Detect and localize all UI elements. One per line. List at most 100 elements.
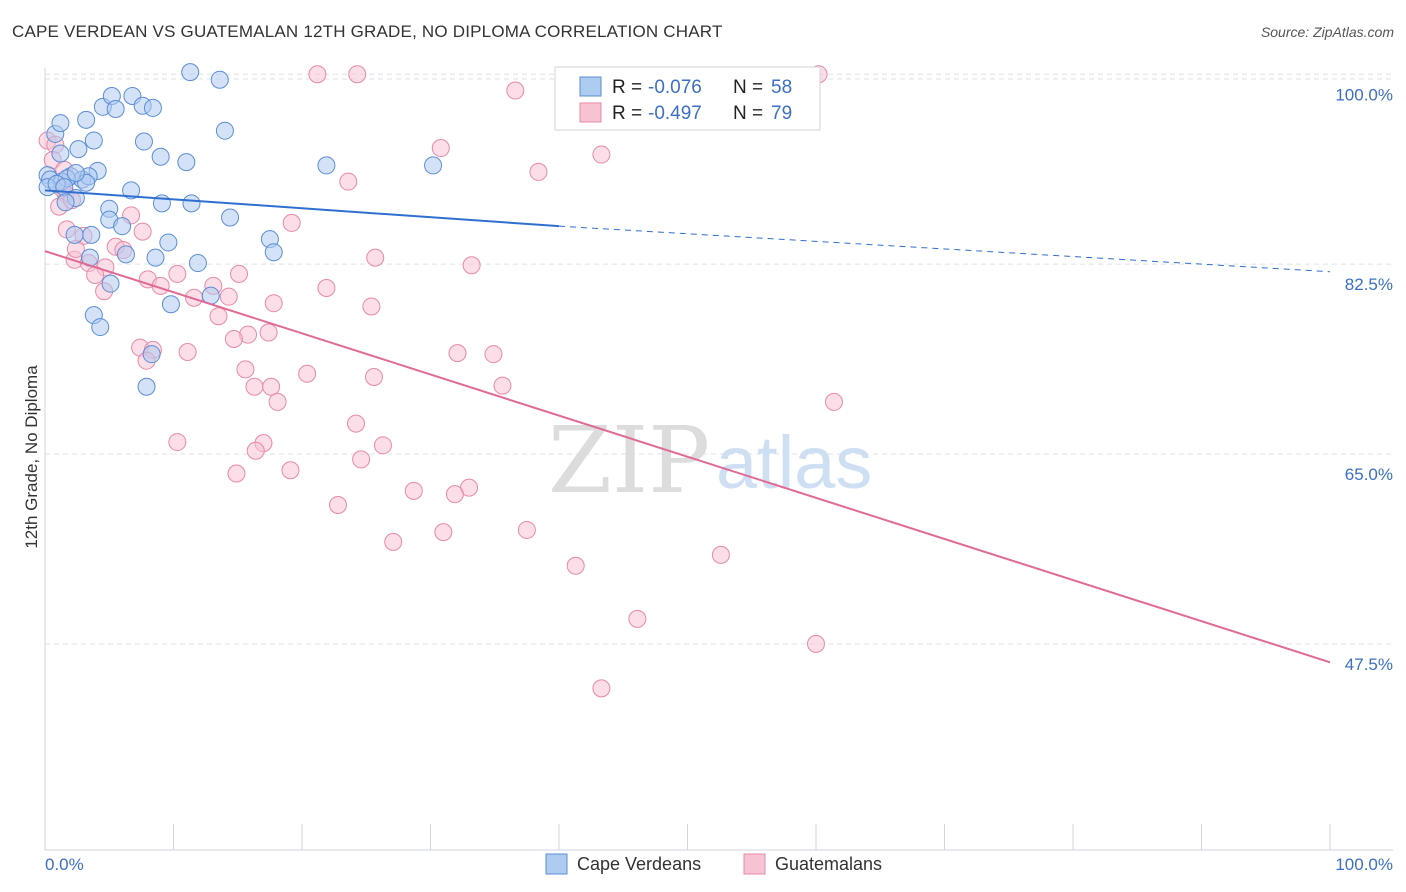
data-point-guatemalans [264, 294, 283, 313]
legend-swatch-pink [579, 102, 602, 123]
data-point-cape-verdeans [161, 295, 180, 314]
data-point-guatemalans [328, 495, 347, 514]
series-guatemalans [38, 65, 843, 698]
data-point-guatemalans [236, 360, 255, 379]
series-cape-verdeans [38, 63, 443, 396]
trend-lines [44, 189, 1331, 664]
data-point-guatemalans [448, 344, 467, 363]
data-point-guatemalans [373, 436, 392, 455]
data-point-guatemalans [168, 433, 187, 452]
trend-line-cape-verdeans [44, 189, 560, 228]
data-point-cape-verdeans [69, 140, 88, 159]
data-point-cape-verdeans [188, 254, 207, 273]
bottom-legend-swatch-pink [743, 853, 766, 875]
data-point-cape-verdeans [143, 98, 162, 117]
data-point-guatemalans [348, 65, 367, 84]
bottom-legend-swatch-blue [545, 853, 568, 875]
data-point-cape-verdeans [264, 243, 283, 262]
bottom-legend-guatemalans: Guatemalans [775, 854, 882, 874]
data-point-cape-verdeans [151, 147, 170, 166]
data-point-guatemalans [268, 392, 287, 411]
legend-swatch-blue [579, 76, 602, 97]
data-point-guatemalans [259, 323, 278, 342]
legend-r-label: R = [612, 103, 642, 124]
data-point-guatemalans [245, 377, 264, 396]
data-point-cape-verdeans [116, 245, 135, 264]
data-point-cape-verdeans [51, 114, 70, 133]
bottom-legend-cape-verdeans: Cape Verdeans [577, 854, 701, 874]
y-tick-label: 65.0% [1345, 465, 1393, 484]
data-point-guatemalans [434, 523, 453, 542]
data-point-guatemalans [281, 461, 300, 480]
data-point-cape-verdeans [106, 99, 125, 118]
data-point-cape-verdeans [84, 131, 103, 150]
data-point-cape-verdeans [210, 70, 229, 89]
data-point-cape-verdeans [181, 63, 200, 82]
data-point-cape-verdeans [113, 217, 132, 236]
data-point-cape-verdeans [182, 194, 201, 213]
data-point-guatemalans [592, 679, 611, 698]
data-point-guatemalans [362, 297, 381, 316]
data-point-guatemalans [209, 307, 228, 326]
source-label: Source: ZipAtlas.com [1260, 24, 1394, 40]
data-point-cape-verdeans [159, 233, 178, 252]
data-point-guatemalans [462, 256, 481, 275]
data-point-cape-verdeans [66, 164, 85, 183]
legend-r-value: -0.497 [648, 103, 702, 124]
data-point-cape-verdeans [91, 318, 110, 337]
data-point-guatemalans [445, 485, 464, 504]
data-point-guatemalans [517, 520, 536, 539]
data-point-guatemalans [219, 287, 238, 306]
y-tick-label: 47.5% [1345, 655, 1393, 674]
legend-n-value: 79 [771, 103, 792, 124]
data-point-cape-verdeans [51, 144, 70, 163]
data-point-guatemalans [493, 376, 512, 395]
data-point-guatemalans [366, 248, 385, 267]
data-point-guatemalans [346, 414, 365, 433]
x-tick-label: 0.0% [45, 855, 84, 874]
legend-n-label: N = [733, 103, 763, 124]
data-point-guatemalans [592, 145, 611, 164]
y-tick-label: 82.5% [1345, 275, 1393, 294]
axes [44, 68, 1393, 851]
data-point-cape-verdeans [101, 274, 120, 293]
trend-line-cape-verdeans-extension [558, 225, 1331, 273]
data-point-guatemalans [484, 345, 503, 364]
data-point-guatemalans [566, 556, 585, 575]
data-point-guatemalans [133, 222, 152, 241]
data-point-guatemalans [230, 264, 249, 283]
data-point-cape-verdeans [134, 132, 153, 151]
chart-title: CAPE VERDEAN VS GUATEMALAN 12TH GRADE, N… [12, 22, 723, 41]
legend-n-value: 58 [771, 77, 792, 98]
data-point-guatemalans [339, 172, 358, 191]
data-point-cape-verdeans [56, 193, 75, 212]
data-point-guatemalans [227, 464, 246, 483]
y-axis-label: 12th Grade, No Diploma [22, 365, 41, 549]
data-point-guatemalans [282, 213, 301, 232]
data-point-guatemalans [807, 634, 825, 653]
data-point-cape-verdeans [77, 110, 96, 129]
y-tick-label: 100.0% [1335, 85, 1393, 104]
trend-line-guatemalans [44, 250, 1331, 664]
legend-r-label: R = [612, 77, 642, 98]
data-point-guatemalans [262, 377, 281, 396]
data-point-cape-verdeans [137, 377, 156, 396]
data-point-guatemalans [506, 81, 525, 100]
legend-r-value: -0.076 [648, 77, 702, 98]
data-point-guatemalans [224, 329, 243, 348]
data-point-guatemalans [352, 450, 371, 469]
data-point-guatemalans [308, 65, 327, 84]
stats-legend: R = -0.076 N = 58 R = -0.497 N = 79 [554, 66, 821, 131]
data-point-guatemalans [711, 545, 730, 564]
data-point-guatemalans [404, 481, 423, 500]
data-point-cape-verdeans [221, 208, 240, 227]
data-point-guatemalans [168, 264, 187, 283]
legend-n-label: N = [733, 77, 763, 98]
data-point-guatemalans [298, 364, 317, 383]
x-tick-label: 100.0% [1335, 855, 1393, 874]
tick-labels: 47.5% 65.0% 82.5% 100.0% 0.0% 100.0% [45, 85, 1393, 874]
data-point-guatemalans [364, 367, 383, 386]
data-point-guatemalans [178, 343, 197, 362]
data-point-cape-verdeans [82, 225, 101, 244]
